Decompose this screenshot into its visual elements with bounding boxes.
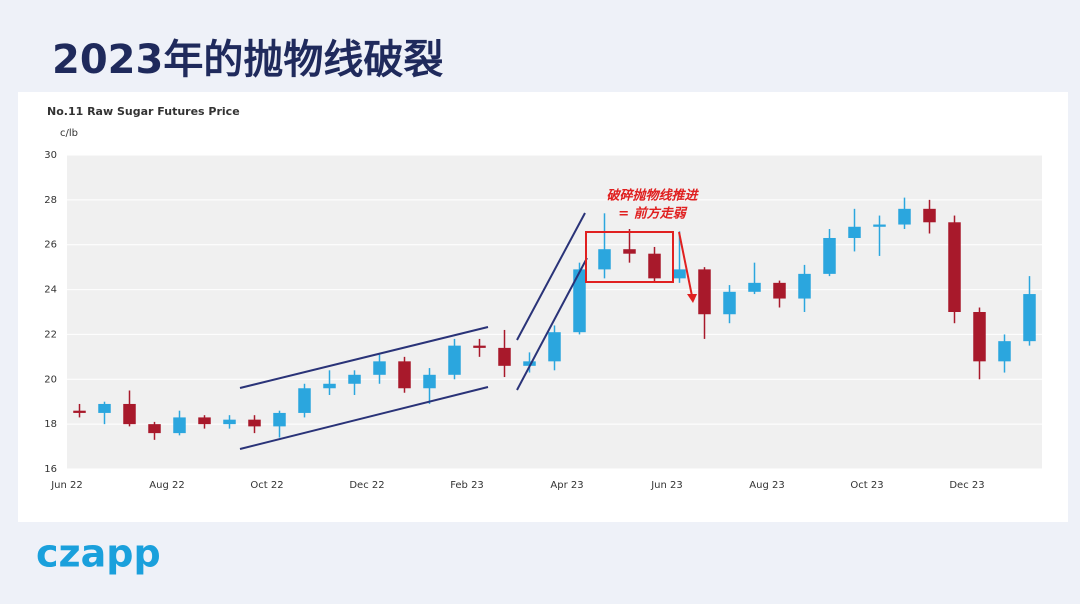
y-tick-label: 22 xyxy=(44,329,57,340)
candle-body xyxy=(548,332,561,362)
x-tick-label: Oct 22 xyxy=(250,480,283,491)
candles xyxy=(73,197,1036,440)
candle-body xyxy=(948,222,961,312)
candle-body xyxy=(198,417,211,425)
plot-area xyxy=(67,155,1042,469)
candle-body xyxy=(923,208,936,223)
candle-body xyxy=(98,403,111,413)
x-tick-label: Dec 23 xyxy=(949,480,984,491)
y-tick-label: 26 xyxy=(44,240,57,251)
chart-title: No.11 Raw Sugar Futures Price xyxy=(47,105,240,118)
candle-body xyxy=(323,383,336,389)
candle-body xyxy=(648,253,661,279)
x-tick-label: Jun 23 xyxy=(650,480,683,491)
candle-body xyxy=(173,417,186,434)
candle-body xyxy=(448,345,461,375)
x-tick-label: Aug 22 xyxy=(149,480,184,491)
candle-body xyxy=(973,312,986,362)
arrow-line xyxy=(678,231,693,297)
trend-line xyxy=(516,212,586,341)
candle-body xyxy=(823,237,836,274)
candle-body xyxy=(1023,294,1036,342)
x-tick-label: Feb 23 xyxy=(450,480,484,491)
y-tick-label: 18 xyxy=(44,419,57,430)
x-tick-label: Aug 23 xyxy=(749,480,784,491)
candle-body xyxy=(423,374,436,389)
candle-body xyxy=(673,269,686,279)
arrow-head xyxy=(687,294,697,303)
y-tick-label: 30 xyxy=(44,150,57,161)
candle-body xyxy=(748,282,761,292)
candle-body xyxy=(273,412,286,427)
candle-body xyxy=(398,361,411,389)
candle-body xyxy=(698,269,711,315)
candle-body xyxy=(598,249,611,270)
candle-body xyxy=(498,347,511,366)
candle-body xyxy=(898,208,911,225)
candle-body xyxy=(248,419,261,427)
y-axis-label: c/lb xyxy=(60,128,78,139)
candle-body xyxy=(723,291,736,315)
slide-title: 2023年的抛物线破裂 xyxy=(52,37,443,83)
annotation: 破碎抛物线推进 xyxy=(606,188,699,204)
x-tick-label: Dec 22 xyxy=(349,480,384,491)
candle-body xyxy=(573,269,586,333)
candle-body xyxy=(73,410,86,413)
candle-body xyxy=(373,361,386,375)
candle-body xyxy=(773,282,786,299)
highlight-box xyxy=(585,231,674,283)
x-tick-label: Oct 23 xyxy=(850,480,883,491)
annotation: = 前方走弱 xyxy=(618,206,687,222)
candle-body xyxy=(348,374,361,384)
candle-body xyxy=(873,224,886,227)
y-tick-label: 24 xyxy=(44,285,57,296)
candle-body xyxy=(298,388,311,413)
trend-lines xyxy=(239,212,588,450)
candle-body xyxy=(473,345,486,348)
candle-body xyxy=(798,273,811,299)
y-tick-label: 20 xyxy=(44,374,57,385)
candle-body xyxy=(223,419,236,425)
candle-body xyxy=(148,424,161,434)
candle-body xyxy=(848,226,861,238)
candle-body xyxy=(523,361,536,366)
y-tick-label: 28 xyxy=(44,195,57,206)
x-tick-label: Apr 23 xyxy=(550,480,583,491)
candle-body xyxy=(623,249,636,254)
trend-line xyxy=(516,257,588,391)
x-tick-label: Jun 22 xyxy=(50,480,83,491)
trend-line xyxy=(239,326,489,389)
candle-body xyxy=(998,341,1011,362)
candle-body xyxy=(123,403,136,425)
trend-line xyxy=(239,386,489,450)
logo: czapp xyxy=(36,532,161,576)
y-tick-label: 16 xyxy=(44,464,57,475)
